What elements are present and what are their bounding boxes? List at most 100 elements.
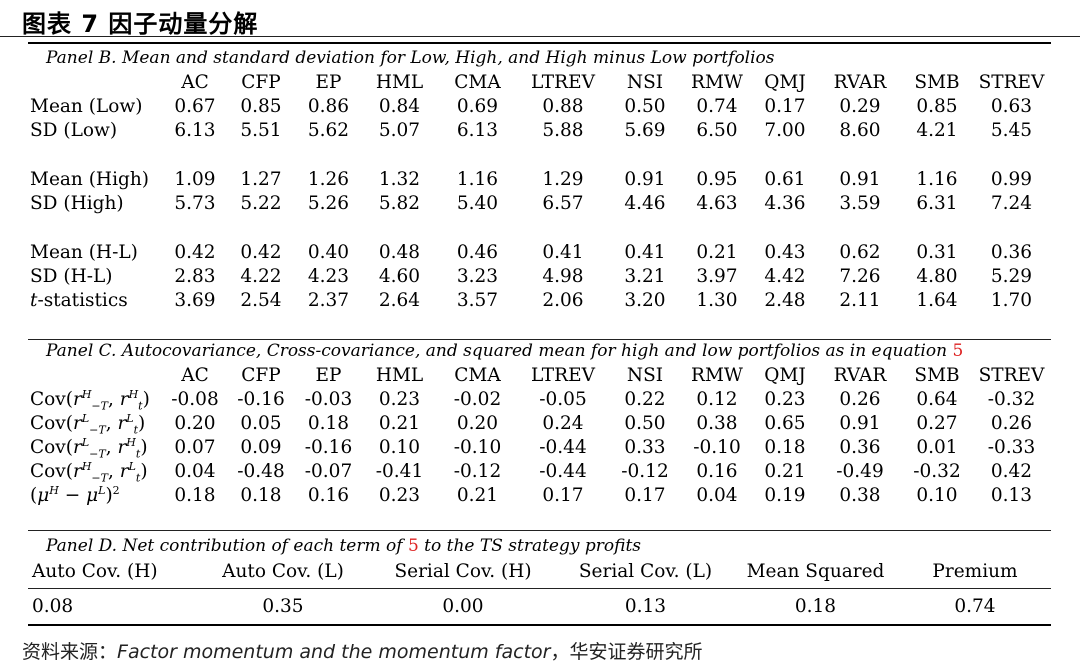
table-cell: 0.17 (542, 485, 584, 506)
table-cell: 0.85 (240, 96, 282, 117)
table-cell: 2.48 (764, 290, 806, 311)
row-label: Mean (High) (30, 169, 149, 190)
table-cell: 0.42 (240, 242, 282, 263)
table-cell: 0.05 (240, 413, 282, 434)
column-header: RMW (691, 72, 743, 93)
panel-b-title: Panel B. Mean and standard deviation for… (46, 48, 775, 68)
column-header: AC (181, 72, 209, 93)
table-cell: 2.37 (307, 290, 350, 311)
table-cell: 1.64 (916, 290, 958, 311)
table-cell: 1.16 (456, 169, 499, 190)
panel-c-rule (28, 530, 1051, 531)
table-cell: 5.45 (990, 120, 1033, 141)
table-cell: 0.33 (624, 437, 666, 458)
table-cell: 0.18 (240, 485, 282, 506)
column-header: CFP (241, 365, 281, 386)
table-cell: 0.23 (378, 485, 421, 506)
math-row-label: Cov(rL−T, rHt) (30, 435, 148, 461)
source-prefix: 资料来源： (22, 641, 118, 663)
table-cell: 0.18 (307, 413, 350, 434)
column-header: CMA (454, 72, 501, 93)
table-cell: 3.23 (456, 266, 499, 287)
table-cell: 5.22 (240, 193, 282, 214)
table-cell: -0.32 (987, 389, 1036, 410)
row-label: Mean (Low) (30, 96, 143, 117)
column-header: HML (375, 365, 424, 386)
table-cell: -0.10 (693, 437, 741, 458)
table-cell: 2.64 (378, 290, 421, 311)
column-header: CMA (454, 365, 501, 386)
table-cell: 4.80 (916, 266, 958, 287)
table-cell: 0.24 (542, 413, 584, 434)
table-cell: 0.74 (954, 596, 996, 617)
column-header: Auto Cov. (H) (32, 561, 158, 582)
table-bottom-rule (28, 624, 1051, 626)
table-cell: 0.13 (624, 596, 667, 617)
column-header: EP (315, 365, 342, 386)
panel-c-title: Panel C. Autocovariance, Cross-covarianc… (46, 341, 963, 361)
table-cell: 0.18 (794, 596, 837, 617)
panel-d-title-post: to the TS strategy profits (424, 536, 642, 556)
column-header: RVAR (833, 365, 887, 386)
table-cell: 5.62 (307, 120, 350, 141)
table-cell: 0.74 (696, 96, 738, 117)
table-cell: 0.84 (378, 96, 421, 117)
table-cell: 6.31 (916, 193, 958, 214)
table-cell: 0.99 (990, 169, 1033, 190)
table-cell: 1.32 (378, 169, 421, 190)
table-cell: 0.65 (764, 413, 806, 434)
table-cell: 0.88 (542, 96, 584, 117)
row-spacer (28, 216, 1052, 241)
table-cell: 0.38 (839, 485, 881, 506)
table-cell: 5.51 (240, 120, 282, 141)
table-cell: -0.41 (375, 461, 424, 482)
table-cell: 3.97 (696, 266, 738, 287)
table-cell: 1.29 (542, 169, 584, 190)
table-cell: -0.08 (171, 389, 219, 410)
row-label: t-statistics (30, 290, 128, 311)
table-cell: 0.17 (764, 96, 806, 117)
column-header: SMB (914, 72, 960, 93)
table-cell: 2.83 (174, 266, 216, 287)
table-cell: 0.26 (990, 413, 1033, 434)
table-cell: 5.82 (378, 193, 421, 214)
table-cell: 1.16 (916, 169, 958, 190)
table-cell: -0.33 (987, 437, 1036, 458)
table-cell: 5.69 (624, 120, 666, 141)
column-header: LTREV (531, 365, 595, 386)
table-cell: 4.46 (624, 193, 666, 214)
column-header: Mean Squared (746, 561, 885, 582)
table-cell: 4.23 (307, 266, 350, 287)
column-header-blank (28, 364, 164, 388)
table-cell: 0.16 (307, 485, 350, 506)
table-cell: 0.04 (174, 461, 216, 482)
table-cell: 5.07 (378, 120, 421, 141)
table-cell: -0.16 (304, 437, 353, 458)
table-cell: 0.61 (764, 169, 806, 190)
equation-ref-link[interactable]: 5 (952, 341, 964, 361)
math-row-label: Cov(rH−T, rLt) (30, 459, 148, 485)
table-cell: 0.62 (839, 242, 881, 263)
table-cell: 3.69 (174, 290, 216, 311)
table-cell: 5.88 (542, 120, 584, 141)
table-cell: 0.48 (378, 242, 421, 263)
table-cell: -0.05 (539, 389, 587, 410)
table-cell: 5.29 (990, 266, 1033, 287)
column-header: STREV (978, 365, 1045, 386)
table-cell: 0.17 (624, 485, 666, 506)
table-cell: 5.73 (174, 193, 216, 214)
table-cell: 0.29 (839, 96, 881, 117)
table-cell: 0.21 (696, 242, 738, 263)
table-cell: 3.21 (624, 266, 666, 287)
table-cell: 0.41 (624, 242, 666, 263)
table-cell: 4.63 (696, 193, 738, 214)
table-top-rule (28, 42, 1051, 44)
row-label: SD (High) (30, 193, 124, 214)
table-cell: 0.20 (174, 413, 216, 434)
table-cell: 0.20 (456, 413, 499, 434)
column-header: EP (315, 72, 342, 93)
table-cell: 0.18 (174, 485, 216, 506)
equation-ref-link[interactable]: 5 (407, 536, 419, 556)
table-cell: 0.50 (624, 413, 666, 434)
table-cell: 1.27 (240, 169, 282, 190)
